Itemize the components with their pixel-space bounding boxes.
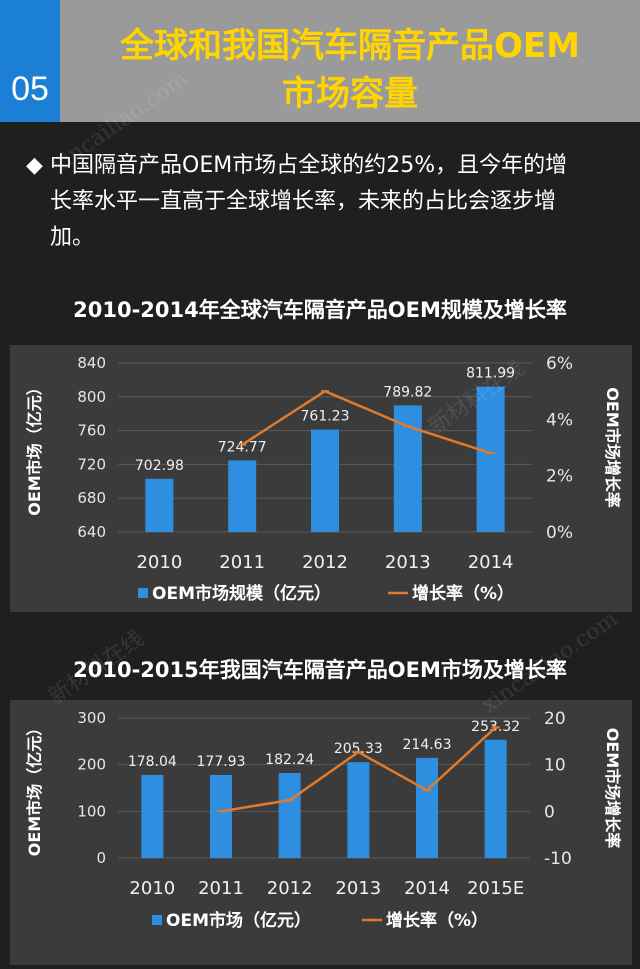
chart2-legend-bar-label: OEM市场（亿元） — [166, 910, 311, 931]
chart1-ylabel: OEM市场（亿元） — [25, 379, 44, 515]
chart1-ytick: 640 — [77, 523, 106, 541]
chart2-title: 2010-2015年我国汽车隔音产品OEM市场及增长率 — [73, 658, 567, 682]
chart2-ylabel: OEM市场（亿元） — [25, 720, 44, 856]
chart2-data-label: 182.24 — [265, 752, 314, 768]
chart1-bar — [476, 386, 505, 532]
chart1-bar — [145, 478, 174, 532]
chart1-y2tick: 0% — [546, 523, 573, 543]
chart1-data-label: 724.77 — [218, 439, 267, 455]
chart1-xtick: 2010 — [136, 552, 182, 573]
chart1-data-label: 702.98 — [135, 458, 184, 474]
chart2-bar — [141, 774, 164, 858]
chart1-panel: 640 680 720 760 800 840 0% 2% 4% 6% OEM市场（亿元） OEM市场… — [10, 345, 632, 612]
chart1-svg: 640 680 720 760 800 840 0% 2% 4% 6% OEM市场（亿元） OEM市场… — [25, 354, 622, 604]
chart1-ytick: 800 — [77, 388, 106, 406]
chart2-bar — [210, 774, 232, 858]
chart1-bar — [393, 405, 422, 532]
chart1-xtick: 2012 — [302, 552, 348, 573]
chart2-bar — [416, 757, 438, 858]
chart2-ytick: 100 — [77, 802, 106, 820]
chart2-y2tick: 20 — [544, 709, 566, 729]
chart2-ytick: 300 — [77, 709, 106, 727]
chart1-ytick: 680 — [77, 489, 106, 507]
chart2-y2tick: -10 — [544, 849, 572, 869]
chart2-xtick: 2013 — [335, 878, 381, 899]
chart2-data-label: 205.33 — [334, 741, 383, 757]
chart2-xtick: 2012 — [267, 878, 313, 899]
chart1-legend-line-label: 增长率（%） — [412, 583, 514, 604]
chart2-bar — [347, 762, 370, 858]
chart1-legend-bar-label: OEM市场规模（亿元） — [152, 583, 331, 604]
bullet-text: ◆ 中国隔音产品OEM市场占全球的约25%，且今年的增 长率水平一直高于全球增长率… — [26, 148, 616, 256]
chart2-y2label: OEM市场增长率 — [603, 728, 622, 848]
chart2-data-label: 177.93 — [197, 754, 246, 770]
chart1-xtick: 2011 — [219, 552, 265, 573]
chart2-svg: 0 100 200 300 -10 0 10 20 OEM市场（亿元） OEM市场增长率 178.0… — [25, 709, 622, 931]
chart2-ytick: 0 — [96, 849, 106, 867]
chart2-legend-line-label: 增长率（%） — [386, 910, 488, 931]
bullet-line3: 加。 — [50, 225, 95, 250]
chart1-data-label: 811.99 — [466, 366, 515, 382]
chart1-bar — [228, 460, 257, 532]
chart1-data-label: 761.23 — [301, 409, 350, 425]
bullet-line1: 中国隔音产品OEM市场占全球的约25%，且今年的增 — [50, 153, 568, 178]
chart1-y2label: OEM市场增长率 — [603, 387, 622, 507]
chart2-xtick: 2015E — [467, 878, 524, 899]
section-number: 05 — [11, 70, 49, 108]
chart2-bar — [484, 739, 507, 858]
chart2-y2tick: 0 — [544, 802, 555, 822]
chart1-title: 2010-2014年全球汽车隔音产品OEM规模及增长率 — [73, 298, 567, 322]
chart2-panel: 0 100 200 300 -10 0 10 20 OEM市场（亿元） OEM市场增长率 178.0… — [10, 700, 632, 965]
chart1-legend-bar-swatch — [138, 588, 148, 598]
chart1-y2tick: 2% — [546, 467, 573, 487]
chart1-xtick: 2013 — [385, 552, 431, 573]
page-title-line1: 全球和我国汽车隔音产品OEM — [120, 26, 580, 66]
chart2-ytick: 200 — [77, 756, 106, 774]
section-number-box: 05 — [0, 0, 60, 122]
chart1-ytick: 720 — [77, 455, 106, 473]
chart1-ytick: 760 — [77, 422, 106, 440]
chart2-data-label: 178.04 — [128, 754, 177, 770]
chart2-data-label: 214.63 — [403, 737, 452, 753]
chart2-y2tick: 10 — [544, 756, 566, 776]
chart1-bar — [311, 429, 339, 532]
chart2-xtick: 2010 — [129, 878, 175, 899]
chart1-growth-line — [241, 389, 491, 455]
chart2-xtick: 2011 — [198, 878, 244, 899]
page-title-line2: 市场容量 — [282, 74, 418, 114]
header: 05 全球和我国汽车隔音产品OEM 市场容量 — [0, 0, 640, 122]
chart2-bar — [278, 772, 301, 858]
chart1-y2tick: 6% — [546, 354, 573, 374]
diamond-bullet-icon: ◆ — [26, 153, 43, 178]
title-box: 全球和我国汽车隔音产品OEM 市场容量 — [60, 0, 640, 122]
chart1-y2tick: 4% — [546, 410, 573, 430]
chart1-data-label: 789.82 — [383, 384, 432, 400]
chart1-ytick: 840 — [77, 354, 106, 372]
chart2-legend-bar-swatch — [152, 915, 162, 925]
bullet-line2: 长率水平一直高于全球增长率，未来的占比会逐步增 — [50, 189, 557, 214]
chart2-xtick: 2014 — [404, 878, 450, 899]
chart1-xtick: 2014 — [468, 552, 514, 573]
